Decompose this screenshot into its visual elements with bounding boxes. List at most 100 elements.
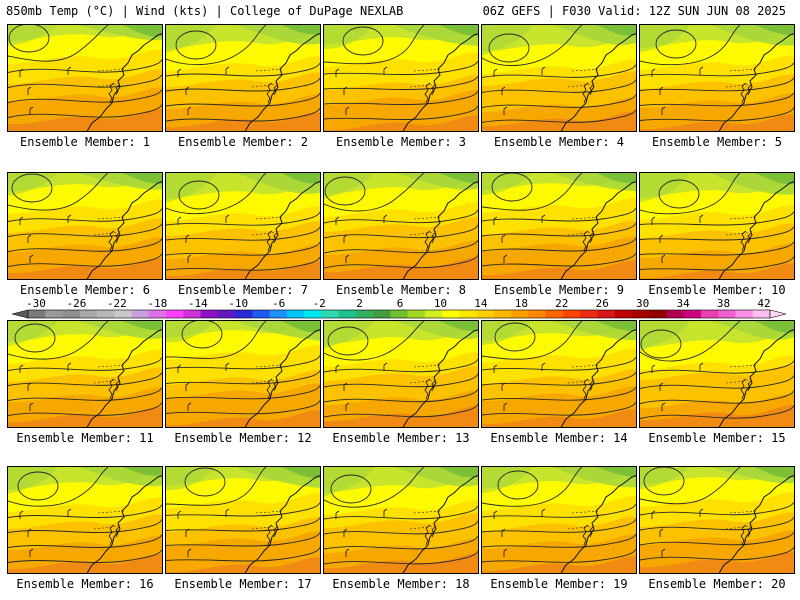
colorbar-tick-label: 10 [434,297,447,310]
ensemble-map-panel [481,24,637,132]
ensemble-member-label: Ensemble Member: 9 [493,283,625,297]
ensemble-map-panel [639,466,795,574]
ensemble-map-panel [639,24,795,132]
temperature-colorbar: -30 -26 -22 -18 -14 -10 -6 -2 2 6 10 14 18 22 26 30 34 38… [0,296,800,320]
ensemble-map-panel [323,320,479,428]
ensemble-member-label: Ensemble Member: 17 [174,577,312,591]
ensemble-member-label: Ensemble Member: 19 [490,577,628,591]
colorbar-tick-label: 2 [356,297,363,310]
ensemble-map-panel [165,320,321,428]
colorbar-swatch [700,310,719,318]
colorbar-swatch [97,310,115,318]
ensemble-map-panel [639,172,795,280]
ensemble-member-label: Ensemble Member: 1 [19,135,151,149]
colorbar-tick-label: 14 [474,297,488,310]
ensemble-member-label: Ensemble Member: 12 [174,431,312,445]
model-run-info: 06Z GEFS | F030 Valid: 12Z SUN JUN 08 20… [482,4,786,18]
ensemble-map-panel [481,466,637,574]
temperature-map [324,173,478,279]
temperature-map [166,321,320,427]
ensemble-member-label: Ensemble Member: 3 [335,135,467,149]
temperature-map [482,25,636,131]
ensemble-map-panel [481,320,637,428]
colorbar-tick-label: -18 [147,297,167,310]
colorbar-swatch [62,310,81,318]
temperature-map [324,467,478,573]
temperature-map [640,321,794,427]
colorbar-tick-label: 22 [555,297,568,310]
colorbar-swatch [390,310,408,318]
colorbar-swatch [200,310,219,318]
temperature-map [482,467,636,573]
colorbar-tick-label: 30 [636,297,649,310]
colorbar-swatch [252,310,270,318]
ensemble-map-panel [7,24,163,132]
colorbar-tick-label: 26 [596,297,609,310]
colorbar-swatch [528,310,546,318]
colorbar-swatch [304,310,322,318]
colorbar-swatch [442,310,460,318]
colorbar-swatch [718,310,736,318]
colorbar-swatch [649,310,667,318]
temperature-map [166,467,320,573]
colorbar-swatch [355,310,374,318]
ensemble-member-label: Ensemble Member: 4 [493,135,625,149]
temperature-map [640,173,794,279]
ensemble-map-panel [323,466,479,574]
colorbar-tick-label: -10 [228,297,248,310]
colorbar-tick-label: 38 [717,297,730,310]
colorbar-tick-label: -30 [26,297,46,310]
colorbar-swatch [373,310,391,318]
ensemble-member-label: Ensemble Member: 10 [648,283,786,297]
temperature-map [324,25,478,131]
temperature-map [482,173,636,279]
colorbar-swatch [79,310,98,318]
colorbar-swatch [235,310,253,318]
colorbar-tick-label: -14 [188,297,208,310]
colorbar-swatch [562,310,581,318]
ensemble-member-label: Ensemble Member: 16 [16,577,154,591]
ensemble-map-panel [481,172,637,280]
colorbar-swatch [28,310,46,318]
ensemble-map-panel [165,172,321,280]
colorbar-left-arrow [11,309,29,319]
colorbar-tick-label: 6 [397,297,404,310]
ensemble-member-label: Ensemble Member: 5 [651,135,783,149]
ensemble-member-label: Ensemble Member: 7 [177,283,309,297]
colorbar-tick-label: 34 [676,297,690,310]
colorbar-tick-label: -6 [272,297,285,310]
colorbar-tick-label: -2 [312,297,325,310]
colorbar-swatch [580,310,598,318]
temperature-map [324,321,478,427]
colorbar-swatch [545,310,564,318]
colorbar-tick-label: -22 [107,297,127,310]
ensemble-map-panel [7,466,163,574]
ensemble-member-label: Ensemble Member: 6 [19,283,151,297]
colorbar-tick-label: 18 [515,297,528,310]
ensemble-member-label: Ensemble Member: 13 [332,431,470,445]
colorbar-swatch [511,310,529,318]
colorbar-swatch [45,310,63,318]
ensemble-map-panel [7,320,163,428]
colorbar-swatch [321,310,339,318]
colorbar-swatch [338,310,357,318]
temperature-map [640,467,794,573]
ensemble-member-label: Ensemble Member: 20 [648,577,786,591]
colorbar-swatch [217,310,236,318]
colorbar-swatch [614,310,633,318]
colorbar-swatch [131,310,150,318]
temperature-map [8,321,162,427]
ensemble-member-label: Ensemble Member: 15 [648,431,786,445]
ensemble-member-label: Ensemble Member: 18 [332,577,470,591]
temperature-map [482,321,636,427]
ensemble-map-panel [165,24,321,132]
colorbar-swatch [631,310,650,318]
temperature-map [8,25,162,131]
ensemble-map-panel [639,320,795,428]
colorbar-swatch [597,310,615,318]
ensemble-member-label: Ensemble Member: 14 [490,431,628,445]
colorbar-swatch [752,310,771,318]
colorbar-tick-label: -26 [67,297,87,310]
colorbar-swatch [735,310,754,318]
colorbar-swatch [407,310,426,318]
